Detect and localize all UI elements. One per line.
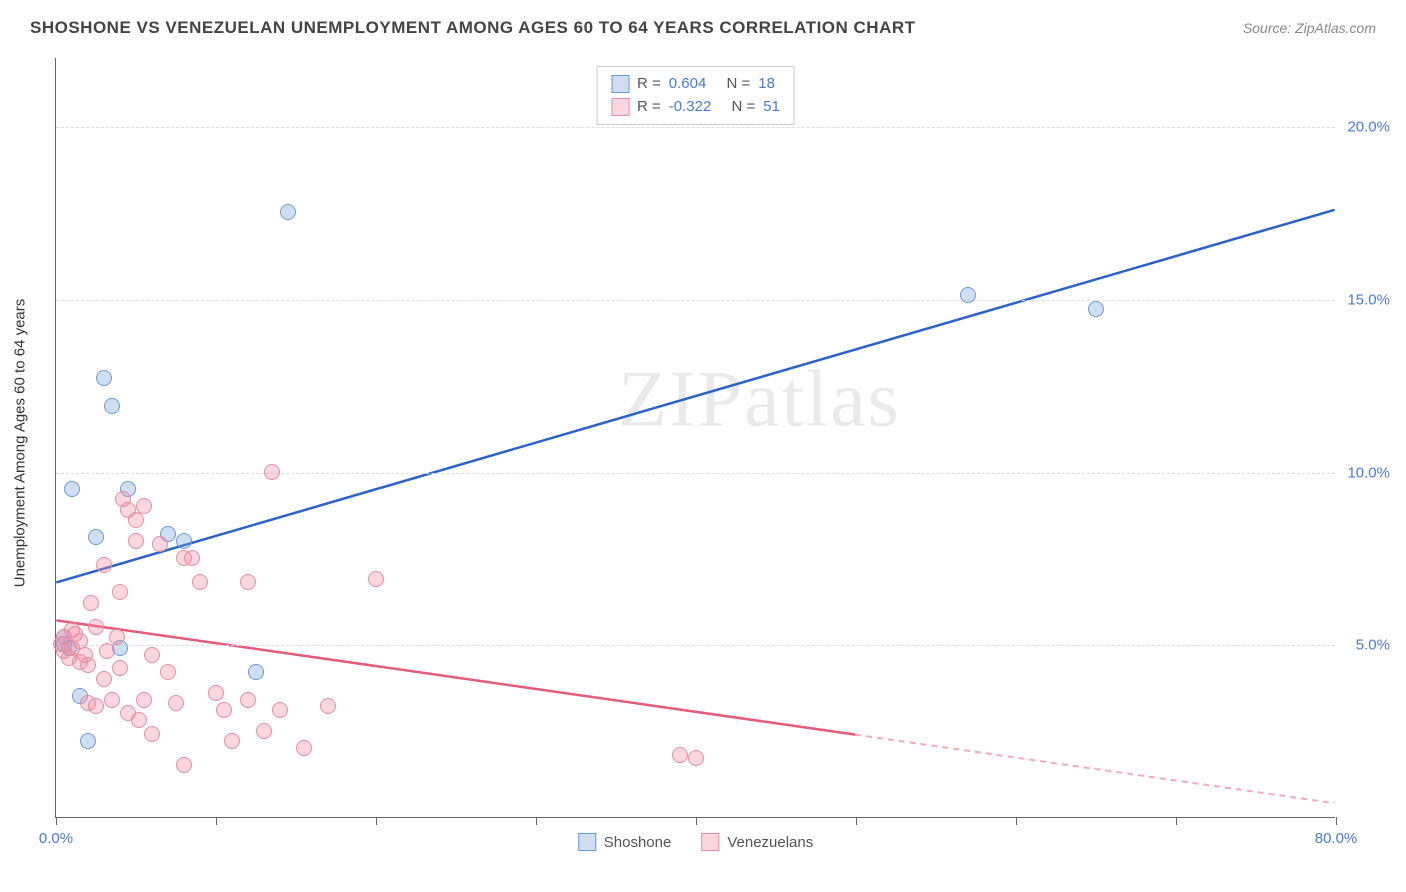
x-tick <box>696 817 697 825</box>
data-point <box>96 370 112 386</box>
data-point <box>144 726 160 742</box>
data-point <box>109 629 125 645</box>
data-point <box>240 574 256 590</box>
data-point <box>88 619 104 635</box>
y-tick-label: 15.0% <box>1347 291 1390 308</box>
x-tick <box>376 817 377 825</box>
data-point <box>216 702 232 718</box>
x-tick <box>1016 817 1017 825</box>
data-point <box>320 698 336 714</box>
data-point <box>80 733 96 749</box>
data-point <box>131 712 147 728</box>
swatch-blue-icon <box>578 833 596 851</box>
legend-item-venezuelans: Venezuelans <box>701 833 813 851</box>
data-point <box>128 512 144 528</box>
data-point <box>112 584 128 600</box>
x-tick <box>216 817 217 825</box>
swatch-blue-icon <box>611 75 629 93</box>
y-tick-label: 10.0% <box>1347 464 1390 481</box>
r-label: R = <box>637 73 661 96</box>
data-point <box>83 595 99 611</box>
x-tick-label: 0.0% <box>39 830 73 847</box>
data-point <box>184 550 200 566</box>
data-point <box>136 498 152 514</box>
data-point <box>80 657 96 673</box>
gridline <box>56 127 1335 128</box>
y-axis-label: Unemployment Among Ages 60 to 64 years <box>12 299 29 588</box>
data-point <box>248 664 264 680</box>
plot-region: ZIPatlas R = 0.604 N = 18 R = -0.322 N =… <box>55 58 1335 818</box>
data-point <box>296 740 312 756</box>
data-point <box>224 733 240 749</box>
y-tick-label: 20.0% <box>1347 119 1390 136</box>
x-tick <box>1336 817 1337 825</box>
swatch-pink-icon <box>611 98 629 116</box>
r-label: R = <box>637 96 661 119</box>
series-legend: Shoshone Venezuelans <box>578 833 813 851</box>
data-point <box>264 464 280 480</box>
data-point <box>144 647 160 663</box>
data-point <box>99 643 115 659</box>
x-tick-label: 80.0% <box>1315 830 1358 847</box>
legend-row-venezuelans: R = -0.322 N = 51 <box>611 96 780 119</box>
legend-row-shoshone: R = 0.604 N = 18 <box>611 73 780 96</box>
r-value-venezuelans: -0.322 <box>669 96 712 119</box>
chart-source: Source: ZipAtlas.com <box>1243 20 1376 36</box>
n-label: N = <box>727 73 751 96</box>
data-point <box>1088 301 1104 317</box>
n-value-venezuelans: 51 <box>763 96 780 119</box>
x-tick <box>1176 817 1177 825</box>
chart-title: SHOSHONE VS VENEZUELAN UNEMPLOYMENT AMON… <box>30 18 916 38</box>
data-point <box>96 671 112 687</box>
data-point <box>208 685 224 701</box>
gridline <box>56 473 1335 474</box>
x-tick <box>856 817 857 825</box>
legend-label: Venezuelans <box>727 834 813 851</box>
data-point <box>168 695 184 711</box>
data-point <box>960 287 976 303</box>
data-point <box>152 536 168 552</box>
y-tick-label: 5.0% <box>1356 637 1390 654</box>
data-point <box>176 757 192 773</box>
data-point <box>688 750 704 766</box>
data-point <box>104 692 120 708</box>
data-point <box>88 698 104 714</box>
correlation-legend: R = 0.604 N = 18 R = -0.322 N = 51 <box>596 66 795 125</box>
swatch-pink-icon <box>701 833 719 851</box>
data-point <box>176 533 192 549</box>
gridline <box>56 300 1335 301</box>
data-point <box>104 398 120 414</box>
data-point <box>136 692 152 708</box>
data-point <box>272 702 288 718</box>
chart-area: Unemployment Among Ages 60 to 64 years Z… <box>45 48 1375 838</box>
data-point <box>128 533 144 549</box>
data-point <box>160 664 176 680</box>
data-point <box>368 571 384 587</box>
data-point <box>88 529 104 545</box>
x-tick <box>536 817 537 825</box>
data-point <box>240 692 256 708</box>
data-point <box>280 204 296 220</box>
data-point <box>96 557 112 573</box>
x-tick <box>56 817 57 825</box>
data-point <box>64 481 80 497</box>
legend-item-shoshone: Shoshone <box>578 833 672 851</box>
data-point <box>256 723 272 739</box>
data-point <box>192 574 208 590</box>
watermark: ZIPatlas <box>618 354 901 445</box>
data-point <box>112 660 128 676</box>
gridline <box>56 645 1335 646</box>
legend-label: Shoshone <box>604 834 672 851</box>
n-value-shoshone: 18 <box>758 73 775 96</box>
data-point <box>672 747 688 763</box>
n-label: N = <box>732 96 756 119</box>
r-value-shoshone: 0.604 <box>669 73 707 96</box>
